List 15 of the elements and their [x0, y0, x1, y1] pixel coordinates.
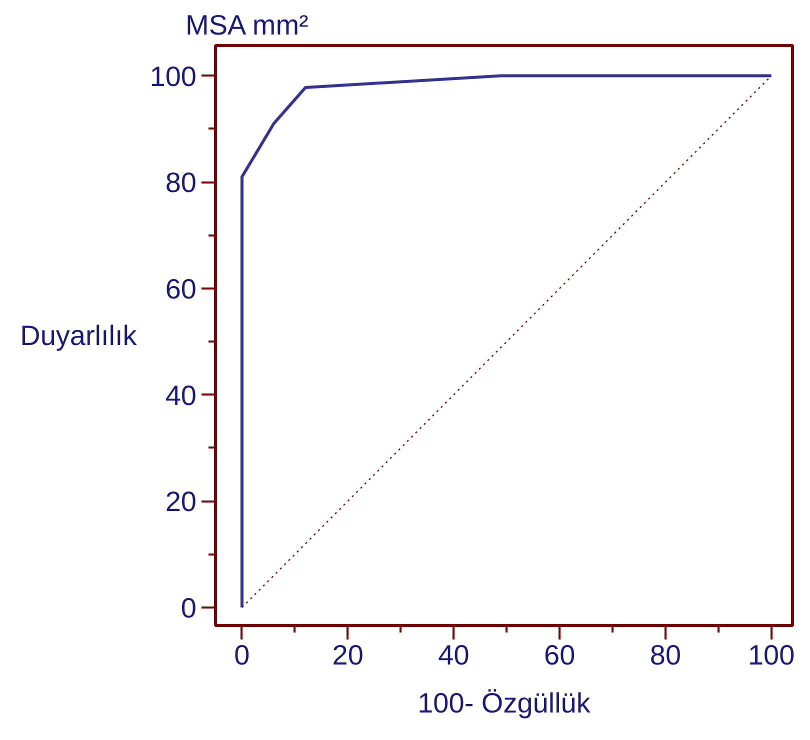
x-tick-label: 20 [332, 640, 364, 670]
y-tick-label: 0 [180, 592, 197, 624]
y-tick-label: 60 [165, 273, 197, 304]
y-tick-label: 20 [165, 486, 197, 518]
x-tick-label: 0 [234, 640, 250, 670]
x-tick-label: 80 [650, 640, 682, 670]
y-axis-title: Duyarlılık [20, 320, 138, 351]
y-tick-label: 100 [150, 60, 196, 92]
x-tick-label: 60 [544, 640, 576, 670]
y-tick-label: 40 [165, 380, 197, 411]
y-tick-label: 80 [165, 167, 197, 198]
x-tick-label: 100 [748, 640, 795, 670]
x-axis-title: 100- Özgüllük [418, 688, 592, 718]
x-tick-label: 40 [438, 640, 470, 670]
chart-title: MSA mm² [186, 10, 308, 40]
